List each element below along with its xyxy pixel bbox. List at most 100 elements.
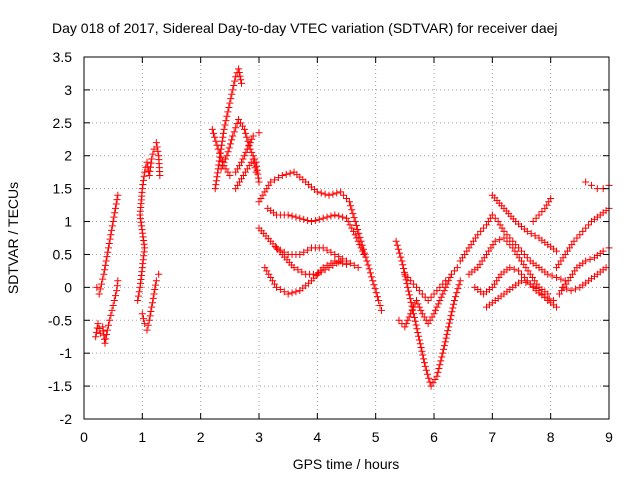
data-point-marker — [402, 320, 410, 328]
data-point-marker — [230, 82, 238, 90]
series-sat-y — [558, 264, 610, 295]
data-point-marker — [112, 200, 120, 208]
data-point-marker — [436, 283, 444, 291]
data-point-marker — [449, 304, 457, 312]
data-point-marker — [235, 116, 243, 124]
data-point-marker — [147, 159, 155, 167]
data-point-marker — [261, 264, 269, 272]
data-point-marker — [235, 65, 243, 73]
data-point-marker — [602, 264, 610, 272]
y-tick-label: -0.5 — [48, 312, 72, 328]
data-point-marker — [455, 281, 463, 289]
data-point-marker — [538, 290, 546, 298]
data-point-marker — [321, 190, 329, 198]
data-point-marker — [106, 235, 114, 243]
data-point-marker — [263, 185, 271, 193]
data-point-marker — [246, 145, 254, 153]
data-point-marker — [354, 225, 362, 233]
data-point-marker — [278, 171, 286, 179]
data-point-marker — [112, 292, 119, 300]
data-point-marker — [430, 310, 438, 318]
data-point-marker — [503, 237, 511, 245]
data-point-marker — [140, 240, 148, 248]
data-point-marker — [226, 140, 234, 148]
data-point-marker — [401, 323, 409, 331]
data-point-marker — [222, 117, 230, 125]
data-point-marker — [410, 303, 418, 311]
data-point-marker — [134, 292, 142, 300]
data-point-marker — [406, 295, 414, 303]
data-point-marker — [95, 290, 103, 298]
series-sat-n — [392, 237, 464, 390]
data-point-marker — [284, 290, 292, 298]
data-point-marker — [424, 297, 432, 305]
data-point-marker — [112, 204, 119, 212]
data-point-marker — [450, 300, 458, 308]
data-point-marker — [339, 213, 347, 221]
data-point-marker — [392, 237, 400, 245]
data-point-marker — [234, 181, 242, 189]
series-sat-b — [93, 191, 122, 298]
data-point-marker — [529, 218, 537, 226]
y-tick-label: 0.5 — [53, 246, 73, 262]
data-point-marker — [523, 227, 531, 235]
data-point-marker — [232, 185, 240, 193]
data-point-marker — [498, 224, 506, 232]
data-point-marker — [413, 325, 421, 333]
data-point-marker — [558, 283, 566, 291]
data-point-marker — [139, 229, 147, 237]
data-point-marker — [348, 224, 356, 232]
data-point-marker — [442, 277, 450, 285]
data-point-marker — [271, 280, 279, 288]
data-point-marker — [415, 332, 423, 340]
y-tick-label: -2 — [60, 411, 73, 427]
data-point-marker — [518, 270, 525, 278]
data-point-marker — [424, 320, 432, 328]
data-point-marker — [232, 168, 240, 176]
x-axis-label: GPS time / hours — [293, 456, 400, 472]
data-point-marker — [319, 244, 327, 252]
series-sat-m — [261, 257, 350, 298]
data-point-marker — [140, 237, 148, 245]
data-point-marker — [405, 287, 413, 295]
data-point-marker — [238, 158, 245, 166]
data-point-marker — [231, 77, 239, 85]
data-point-marker — [368, 273, 376, 281]
data-point-marker — [340, 191, 348, 199]
data-point-marker — [139, 181, 147, 189]
x-tick-label: 3 — [255, 429, 263, 445]
x-tick-label: 0 — [80, 429, 88, 445]
data-point-marker — [599, 247, 607, 255]
data-point-marker — [110, 297, 118, 305]
data-point-marker — [337, 188, 345, 196]
data-point-marker — [442, 334, 450, 342]
data-point-marker — [426, 316, 434, 324]
data-point-marker — [535, 211, 543, 219]
x-tick-label: 7 — [488, 429, 496, 445]
data-point-marker — [103, 253, 111, 261]
data-point-marker — [255, 198, 263, 206]
data-point-marker — [500, 234, 508, 242]
data-point-marker — [515, 267, 523, 275]
data-point-marker — [107, 311, 115, 319]
data-point-marker — [428, 313, 436, 321]
data-point-marker — [445, 323, 453, 331]
data-point-marker — [259, 191, 267, 199]
x-tick-label: 2 — [197, 429, 205, 445]
data-point-marker — [420, 355, 428, 363]
data-point-marker — [407, 310, 415, 318]
data-point-marker — [98, 280, 105, 288]
data-point-marker — [351, 231, 359, 239]
data-point-marker — [518, 247, 525, 255]
data-point-marker — [229, 132, 237, 140]
data-point-marker — [553, 247, 560, 255]
data-point-marker — [430, 290, 438, 298]
data-point-marker — [420, 313, 428, 321]
series-sat-c — [134, 139, 164, 305]
data-point-marker — [453, 264, 461, 272]
data-point-marker — [553, 303, 560, 311]
data-point-marker — [104, 248, 112, 256]
data-point-marker — [323, 213, 331, 221]
data-point-marker — [212, 181, 220, 189]
